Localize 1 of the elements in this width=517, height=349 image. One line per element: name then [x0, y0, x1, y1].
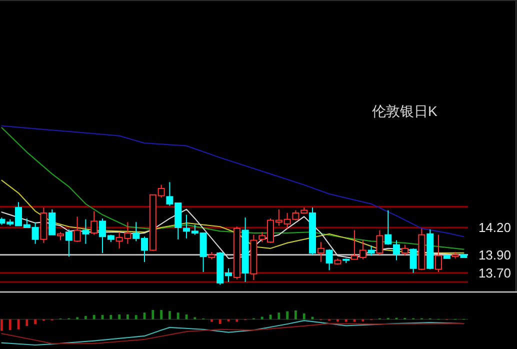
title: 伦敦银日K [372, 103, 438, 119]
